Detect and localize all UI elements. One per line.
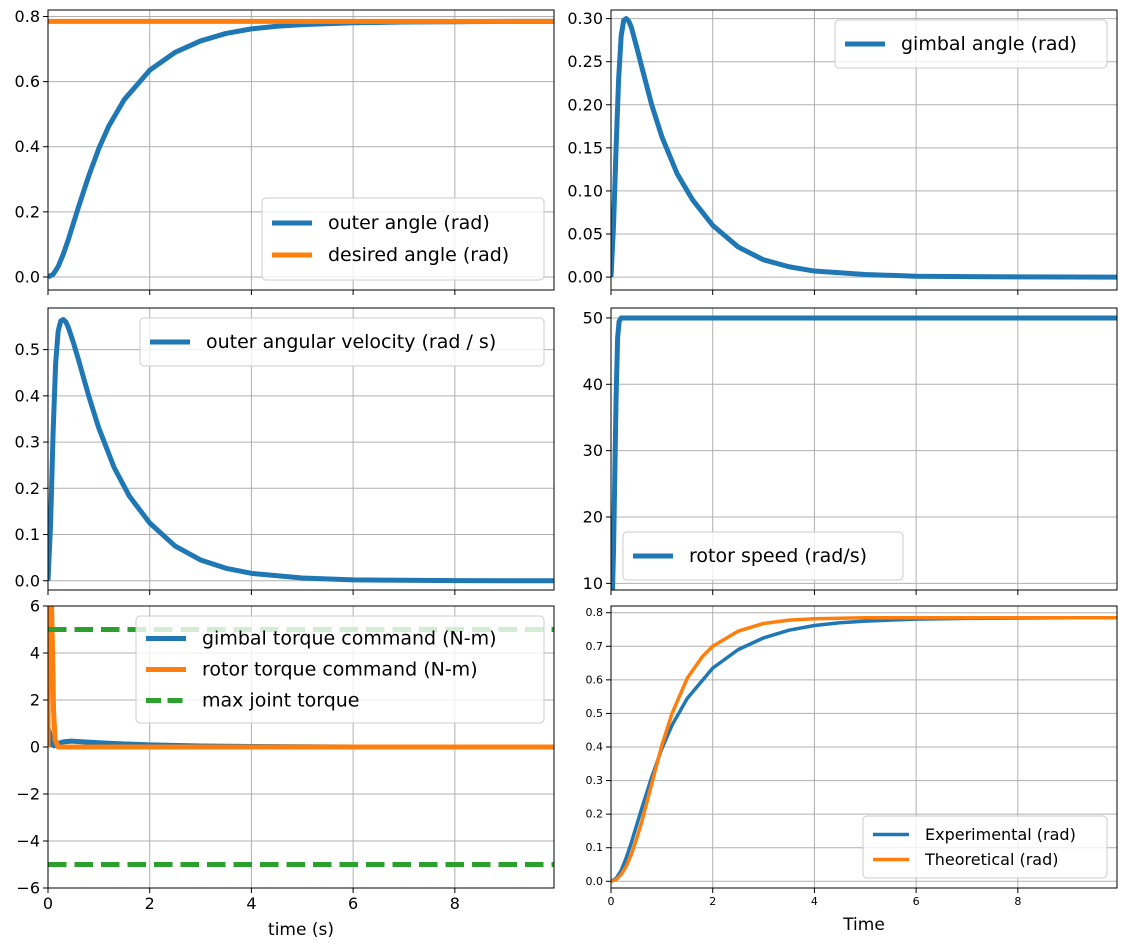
legend-label: Theoretical (rad) <box>924 850 1059 869</box>
axes-frame <box>610 307 1118 591</box>
y-tick-label: 2 <box>30 691 40 710</box>
x-tick-label: 2 <box>145 894 155 913</box>
y-tick-label: 0.4 <box>15 386 40 405</box>
y-tick-label: 0.10 <box>567 181 603 200</box>
y-tick-label: 0.7 <box>586 640 604 653</box>
y-tick-label: 0.4 <box>586 741 604 754</box>
y-tick-label: 40 <box>583 375 603 394</box>
x-tick-label: 0 <box>43 894 53 913</box>
y-tick-label: 10 <box>583 574 603 593</box>
y-tick-label: 50 <box>583 308 603 327</box>
y-tick-label: 0.0 <box>586 875 604 888</box>
x-axis-label: Time <box>842 915 885 935</box>
x-tick-label: 6 <box>348 894 358 913</box>
y-tick-label: 30 <box>583 441 603 460</box>
legend-label: Experimental (rad) <box>925 825 1076 844</box>
legend-label: rotor torque command (N-m) <box>202 659 478 681</box>
x-axis-label: time (s) <box>268 920 334 940</box>
x-tick-label: 0 <box>608 895 615 908</box>
y-tick-label: 6 <box>30 597 40 616</box>
legend: Experimental (rad) Theoretical (rad) <box>862 815 1108 879</box>
x-tick-label: 8 <box>450 894 460 913</box>
y-tick-label: 0.2 <box>15 479 40 498</box>
axes-frame <box>47 307 555 591</box>
y-tick-label: 0.8 <box>15 7 40 26</box>
series-line-rotor-torque-command-n-m- <box>48 606 554 750</box>
y-tick-label: −4 <box>16 832 40 851</box>
legend-label: outer angular velocity (rad / s) <box>206 331 496 353</box>
series-line-outer-angular-velocity-rad-s- <box>48 317 554 584</box>
y-tick-label: 0.4 <box>15 137 40 156</box>
axes-frame <box>47 9 555 291</box>
y-tick-label: −6 <box>16 879 40 898</box>
series-line-gimbal-angle-rad- <box>611 16 1117 280</box>
x-tick-label: 4 <box>811 895 818 908</box>
legend: outer angular velocity (rad / s) <box>139 317 545 367</box>
y-tick-label: 0 <box>30 738 40 757</box>
y-tick-label: 0.5 <box>586 707 604 720</box>
y-tick-label: 0.3 <box>15 433 40 452</box>
y-tick-label: 0.0 <box>15 267 40 286</box>
y-tick-label: 0.05 <box>567 225 603 244</box>
legend-label: desired angle (rad) <box>328 244 509 266</box>
series-line-theoretical-rad- <box>611 616 1117 883</box>
y-tick-label: 0.2 <box>15 202 40 221</box>
y-tick-label: 0.20 <box>567 95 603 114</box>
y-tick-label: 0.15 <box>567 138 603 157</box>
x-tick-label: 2 <box>709 895 716 908</box>
y-tick-label: 0.6 <box>15 72 40 91</box>
legend: outer angle (rad) desired angle (rad) <box>261 197 545 281</box>
x-tick-label: 8 <box>1014 895 1021 908</box>
y-tick-label: 0.3 <box>586 774 604 787</box>
y-tick-label: 0.30 <box>567 9 603 28</box>
panel-gimbal-angle: 0.00 0.05 0.10 0.15 0.20 0.25 0.30 gimbal angle… <box>567 9 1118 295</box>
panel-rotor-speed: 10 20 30 40 50 rotor speed (rad/s) <box>583 307 1118 595</box>
y-tick-label: 0.25 <box>567 52 603 71</box>
y-tick-label: 4 <box>30 644 40 663</box>
legend-label: rotor speed (rad/s) <box>689 545 867 567</box>
legend: rotor speed (rad/s) <box>622 531 904 581</box>
legend-label: gimbal angle (rad) <box>901 33 1077 55</box>
y-tick-label: 0.5 <box>15 340 40 359</box>
panel-outer-angular-velocity: 0.0 0.1 0.2 0.3 0.4 0.5 outer angular velocity… <box>15 307 555 595</box>
legend: gimbal torque command (N-m) rotor torque … <box>135 615 545 724</box>
y-tick-label: 0.2 <box>586 808 604 821</box>
x-tick-label: 4 <box>246 894 256 913</box>
y-tick-label: 0.00 <box>567 268 603 287</box>
y-tick-label: 0.0 <box>15 571 40 590</box>
legend-label: max joint torque <box>202 690 360 712</box>
y-tick-label: −2 <box>16 785 40 804</box>
y-tick-label: 0.1 <box>586 841 604 854</box>
legend: gimbal angle (rad) <box>834 19 1108 69</box>
panel-outer-angle: 0.0 0.2 0.4 0.6 0.8 outer angle (rad) desired … <box>15 7 555 295</box>
axes-frame <box>610 9 1118 291</box>
y-tick-label: 20 <box>583 508 603 527</box>
legend-label: outer angle (rad) <box>328 212 490 234</box>
panel-experimental-vs-theoretical: 0.0 0.1 0.2 0.3 0.4 0.5 0.6 0.7 0.8 0 2 4 6 8 Time Expe… <box>586 605 1118 935</box>
legend-label: gimbal torque command (N-m) <box>202 628 497 650</box>
x-tick-label: 6 <box>913 895 920 908</box>
y-tick-label: 0.8 <box>586 606 604 619</box>
y-tick-label: 0.1 <box>15 525 40 544</box>
y-tick-label: 0.6 <box>586 673 604 686</box>
panel-torque-commands: −6 −4 −2 0 2 4 6 0 2 4 6 8 time (s) gimbal torque com… <box>16 597 555 940</box>
series-line-rotor-speed-rad-s- <box>611 315 1117 590</box>
